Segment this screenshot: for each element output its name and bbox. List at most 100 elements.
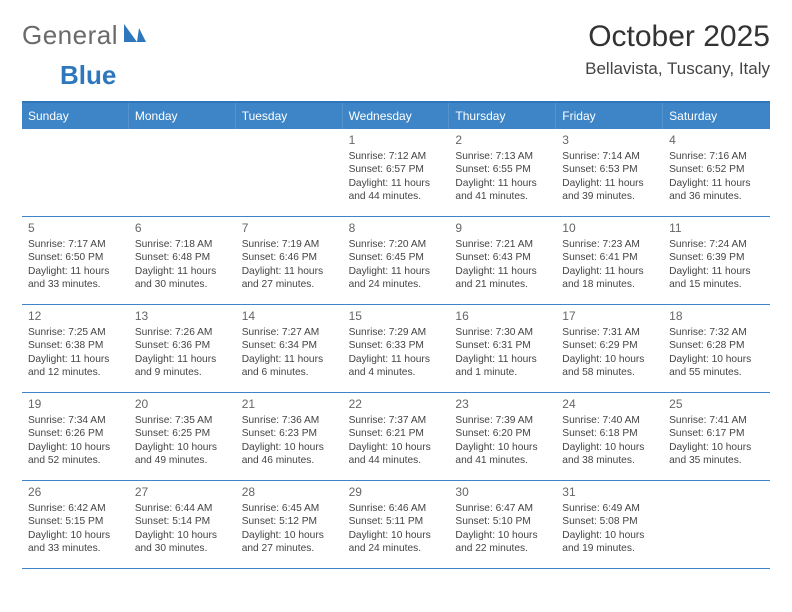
daylight-text: Daylight: 11 hours and 33 minutes. [28,265,123,291]
day-number: 7 [242,221,337,236]
day-number: 11 [669,221,764,236]
logo-text-blue: Blue [60,60,116,90]
day-number: 21 [242,397,337,412]
calendar-cell-empty [663,481,770,569]
sunset-text: Sunset: 6:55 PM [455,163,550,176]
sunset-text: Sunset: 6:43 PM [455,251,550,264]
calendar-cell: 4Sunrise: 7:16 AMSunset: 6:52 PMDaylight… [663,129,770,217]
sunrise-text: Sunrise: 7:27 AM [242,326,337,339]
weekday-mon: Monday [129,103,236,129]
daylight-text: Daylight: 10 hours and 58 minutes. [562,353,657,379]
sunset-text: Sunset: 5:15 PM [28,515,123,528]
day-number: 14 [242,309,337,324]
daylight-text: Daylight: 10 hours and 52 minutes. [28,441,123,467]
sunrise-text: Sunrise: 7:40 AM [562,414,657,427]
calendar-cell: 26Sunrise: 6:42 AMSunset: 5:15 PMDayligh… [22,481,129,569]
day-number: 30 [455,485,550,500]
sunrise-text: Sunrise: 7:13 AM [455,150,550,163]
calendar-cell: 9Sunrise: 7:21 AMSunset: 6:43 PMDaylight… [449,217,556,305]
daylight-text: Daylight: 10 hours and 22 minutes. [455,529,550,555]
sunset-text: Sunset: 6:57 PM [349,163,444,176]
sunrise-text: Sunrise: 6:42 AM [28,502,123,515]
sunset-text: Sunset: 6:29 PM [562,339,657,352]
day-number: 9 [455,221,550,236]
weekday-fri: Friday [556,103,663,129]
calendar-cell: 3Sunrise: 7:14 AMSunset: 6:53 PMDaylight… [556,129,663,217]
sunset-text: Sunset: 6:41 PM [562,251,657,264]
sunrise-text: Sunrise: 6:49 AM [562,502,657,515]
sunrise-text: Sunrise: 7:21 AM [455,238,550,251]
calendar-cell-empty [22,129,129,217]
sunrise-text: Sunrise: 7:41 AM [669,414,764,427]
sunrise-text: Sunrise: 7:12 AM [349,150,444,163]
calendar-cell: 25 Sunrise: 7:41 AMSunset: 6:17 PMDayligh… [663,393,770,481]
calendar-cell: 19Sunrise: 7:34 AMSunset: 6:26 PMDayligh… [22,393,129,481]
calendar-cell: 6Sunrise: 7:18 AMSunset: 6:48 PMDaylight… [129,217,236,305]
sunset-text: Sunset: 6:53 PM [562,163,657,176]
sunset-text: Sunset: 6:33 PM [349,339,444,352]
day-number: 18 [669,309,764,324]
sunrise-text: Sunrise: 7:26 AM [135,326,230,339]
day-number: 25 [669,397,764,412]
day-number: 15 [349,309,444,324]
sunrise-text: Sunrise: 7:39 AM [455,414,550,427]
calendar-cell: 7Sunrise: 7:19 AMSunset: 6:46 PMDaylight… [236,217,343,305]
calendar-cell: 12Sunrise: 7:25 AMSunset: 6:38 PMDayligh… [22,305,129,393]
sunset-text: Sunset: 6:20 PM [455,427,550,440]
daylight-text: Daylight: 11 hours and 6 minutes. [242,353,337,379]
sunrise-text: Sunrise: 7:14 AM [562,150,657,163]
day-number: 13 [135,309,230,324]
logo: General [22,20,151,51]
day-number: 22 [349,397,444,412]
sunset-text: Sunset: 6:17 PM [669,427,764,440]
weekday-thu: Thursday [449,103,556,129]
sunrise-text: Sunrise: 7:31 AM [562,326,657,339]
sunset-text: Sunset: 6:23 PM [242,427,337,440]
daylight-text: Daylight: 11 hours and 27 minutes. [242,265,337,291]
weekday-header: Sunday Monday Tuesday Wednesday Thursday… [22,103,770,129]
sunrise-text: Sunrise: 7:36 AM [242,414,337,427]
day-number: 2 [455,133,550,148]
calendar-cell: 27Sunrise: 6:44 AMSunset: 5:14 PMDayligh… [129,481,236,569]
sunset-text: Sunset: 6:34 PM [242,339,337,352]
daylight-text: Daylight: 11 hours and 30 minutes. [135,265,230,291]
day-number: 5 [28,221,123,236]
sunset-text: Sunset: 5:10 PM [455,515,550,528]
calendar-cell: 16Sunrise: 7:30 AMSunset: 6:31 PMDayligh… [449,305,556,393]
sunset-text: Sunset: 6:52 PM [669,163,764,176]
day-number: 20 [135,397,230,412]
sunset-text: Sunset: 6:18 PM [562,427,657,440]
sunrise-text: Sunrise: 6:47 AM [455,502,550,515]
calendar-cell: 29Sunrise: 6:46 AMSunset: 5:11 PMDayligh… [343,481,450,569]
calendar-cell: 31Sunrise: 6:49 AMSunset: 5:08 PMDayligh… [556,481,663,569]
sunrise-text: Sunrise: 6:46 AM [349,502,444,515]
sunset-text: Sunset: 6:46 PM [242,251,337,264]
sunset-text: Sunset: 6:39 PM [669,251,764,264]
page-title: October 2025 [585,20,770,55]
day-number: 27 [135,485,230,500]
calendar-cell: 14 Sunrise: 7:27 AMSunset: 6:34 PMDayligh… [236,305,343,393]
sunrise-text: Sunrise: 7:24 AM [669,238,764,251]
day-number: 29 [349,485,444,500]
calendar-cell-empty [129,129,236,217]
sunrise-text: Sunrise: 7:25 AM [28,326,123,339]
sunrise-text: Sunrise: 7:23 AM [562,238,657,251]
sunset-text: Sunset: 6:26 PM [28,427,123,440]
day-number: 26 [28,485,123,500]
daylight-text: Daylight: 11 hours and 24 minutes. [349,265,444,291]
sail-icon [122,20,148,51]
calendar-cell: 20Sunrise: 7:35 AMSunset: 6:25 PMDayligh… [129,393,236,481]
day-number: 1 [349,133,444,148]
calendar-cell: 17Sunrise: 7:31 AMSunset: 6:29 PMDayligh… [556,305,663,393]
sunrise-text: Sunrise: 7:29 AM [349,326,444,339]
calendar-cell: 24Sunrise: 7:40 AMSunset: 6:18 PMDayligh… [556,393,663,481]
sunset-text: Sunset: 5:12 PM [242,515,337,528]
weekday-tue: Tuesday [236,103,343,129]
calendar-cell-empty [236,129,343,217]
weekday-sun: Sunday [22,103,129,129]
title-block: October 2025 Bellavista, Tuscany, Italy [585,20,770,78]
calendar-cell: 22Sunrise: 7:37 AMSunset: 6:21 PMDayligh… [343,393,450,481]
daylight-text: Daylight: 10 hours and 35 minutes. [669,441,764,467]
sunset-text: Sunset: 6:21 PM [349,427,444,440]
sunset-text: Sunset: 5:14 PM [135,515,230,528]
